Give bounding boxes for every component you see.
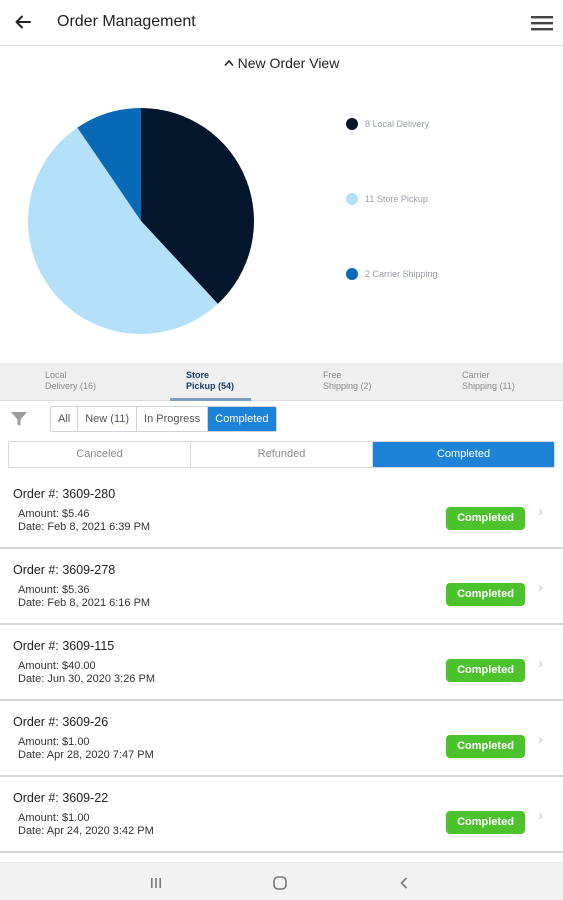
order-number: Order #: 3609-115 xyxy=(13,639,115,653)
pie-slice-local-delivery xyxy=(141,108,254,304)
tab-local-delivery[interactable]: Local Delivery (16) xyxy=(45,370,96,392)
order-number: Order #: 3609-278 xyxy=(13,563,116,577)
system-back-icon xyxy=(400,877,408,889)
order-number: Order #: 3609-280 xyxy=(13,487,116,501)
status-canceled-button[interactable]: Canceled xyxy=(9,442,191,467)
order-amount: Amount: $1.00 xyxy=(18,812,90,824)
chevron-right-icon: › xyxy=(538,807,543,823)
tab-label-line2: Shipping (2) xyxy=(323,381,372,391)
order-date: Date: Jun 30, 2020 3:26 PM xyxy=(18,673,155,685)
legend-item-local-delivery: 8 Local Delivery xyxy=(346,118,429,130)
pie-svg xyxy=(27,108,254,335)
delivery-type-tabs: Local Delivery (16) Store Pickup (54) Fr… xyxy=(0,363,563,401)
order-date: Date: Apr 24, 2020 3:42 PM xyxy=(18,825,154,837)
tab-label-line1: Free xyxy=(323,370,342,380)
tab-free-shipping[interactable]: Free Shipping (2) xyxy=(323,370,372,392)
menu-button[interactable] xyxy=(529,10,555,36)
filter-in-progress-button[interactable]: In Progress xyxy=(137,407,209,431)
filter-button[interactable] xyxy=(10,410,28,433)
status-refunded-button[interactable]: Refunded xyxy=(191,442,373,467)
tab-label-line1: Carrier xyxy=(462,370,490,380)
tab-label-line2: Shipping (11) xyxy=(462,381,515,391)
chevron-right-icon: › xyxy=(538,731,543,747)
order-row[interactable]: Order #: 3609-22 Amount: $1.00 Date: Apr… xyxy=(0,777,563,853)
status-badge: Completed xyxy=(446,735,525,758)
back-arrow-icon xyxy=(15,15,31,29)
tab-label-line1: Local xyxy=(45,370,67,380)
order-row[interactable]: Order #: 3609-278 Amount: $5.36 Date: Fe… xyxy=(0,549,563,625)
legend-swatch xyxy=(346,118,358,130)
status-badge: Completed xyxy=(446,507,525,530)
legend-item-carrier-shipping: 2 Carrier Shipping xyxy=(346,268,438,280)
tab-store-pickup[interactable]: Store Pickup (54) xyxy=(186,370,234,392)
order-amount: Amount: $5.36 xyxy=(18,584,90,596)
view-toggle-label: New Order View xyxy=(237,55,340,71)
pie-slice-store-pickup xyxy=(27,127,218,335)
pie-slice-carrier-shipping xyxy=(77,108,141,221)
filter-all-button[interactable]: All xyxy=(51,407,79,431)
order-state-filter: All New (11) In Progress Completed xyxy=(50,406,277,432)
order-number: Order #: 3609-26 xyxy=(13,715,109,729)
order-list: Order #: 3609-280 Amount: $5.46 Date: Fe… xyxy=(0,473,563,853)
home-button[interactable] xyxy=(270,873,290,893)
filter-funnel-icon xyxy=(11,412,27,426)
legend-swatch xyxy=(346,268,358,280)
legend-item-store-pickup: 11 Store Pickup xyxy=(346,193,428,205)
hamburger-menu-icon xyxy=(531,16,553,31)
system-back-button[interactable] xyxy=(394,873,414,893)
status-completed-button[interactable]: Completed xyxy=(373,442,554,467)
legend-label: 8 Local Delivery xyxy=(365,119,430,129)
order-amount: Amount: $40.00 xyxy=(18,660,96,672)
status-filter: Canceled Refunded Completed xyxy=(8,441,555,468)
legend-label: 2 Carrier Shipping xyxy=(365,269,438,279)
recent-apps-icon xyxy=(151,878,161,888)
chevron-right-icon: › xyxy=(538,655,543,671)
order-amount: Amount: $1.00 xyxy=(18,736,90,748)
chevron-right-icon: › xyxy=(538,503,543,519)
filter-row: All New (11) In Progress Completed xyxy=(0,404,563,434)
tab-label-line2: Delivery (16) xyxy=(45,381,97,391)
order-number: Order #: 3609-22 xyxy=(13,791,109,805)
order-amount: Amount: $5.46 xyxy=(18,508,90,520)
tab-carrier-shipping[interactable]: Carrier Shipping (11) xyxy=(462,370,515,392)
home-icon xyxy=(273,876,287,890)
tab-label-line2: Pickup (54) xyxy=(186,381,235,391)
system-nav-bar xyxy=(0,862,563,900)
app-bar: Order Management xyxy=(0,0,563,46)
filter-completed-button[interactable]: Completed xyxy=(208,407,276,431)
tab-label-line1: Store xyxy=(186,370,210,380)
new-order-view-toggle[interactable]: New Order View xyxy=(0,53,563,73)
back-button[interactable] xyxy=(10,9,36,35)
chevron-right-icon: › xyxy=(538,579,543,595)
order-type-pie-chart: 8 Local Delivery 11 Store Pickup 2 Carri… xyxy=(0,78,563,363)
status-badge: Completed xyxy=(446,659,525,682)
order-row[interactable]: Order #: 3609-280 Amount: $5.46 Date: Fe… xyxy=(0,473,563,549)
order-row[interactable]: Order #: 3609-115 Amount: $40.00 Date: J… xyxy=(0,625,563,701)
order-date: Date: Feb 8, 2021 6:16 PM xyxy=(18,597,151,609)
chevron-up-icon xyxy=(224,59,234,67)
order-date: Date: Feb 8, 2021 6:39 PM xyxy=(18,521,151,533)
order-date: Date: Apr 28, 2020 7:47 PM xyxy=(18,749,154,761)
filter-new-button[interactable]: New (11) xyxy=(78,407,138,431)
active-tab-indicator xyxy=(170,398,251,401)
order-row[interactable]: Order #: 3609-26 Amount: $1.00 Date: Apr… xyxy=(0,701,563,777)
status-badge: Completed xyxy=(446,583,525,606)
legend-swatch xyxy=(346,193,358,205)
legend-label: 11 Store Pickup xyxy=(365,194,428,204)
status-badge: Completed xyxy=(446,811,525,834)
page-title: Order Management xyxy=(57,13,196,30)
recent-apps-button[interactable] xyxy=(146,873,166,893)
